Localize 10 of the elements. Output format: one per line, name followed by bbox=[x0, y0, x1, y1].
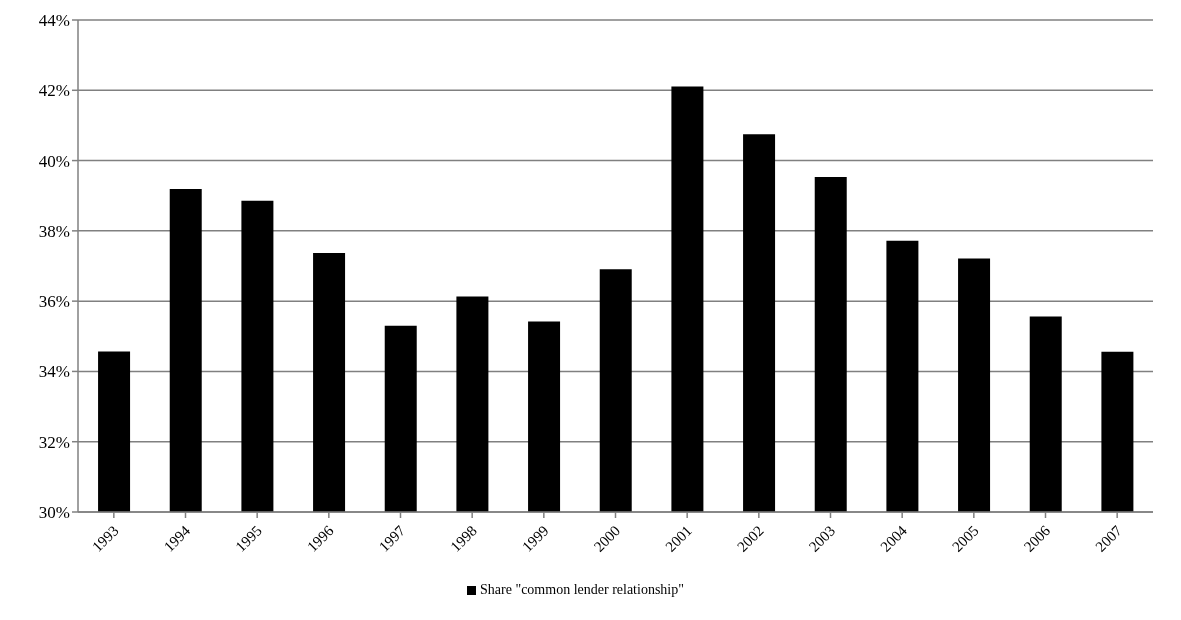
y-tick-label: 36% bbox=[38, 292, 70, 312]
y-tick-label: 34% bbox=[38, 362, 70, 382]
y-tick-label: 32% bbox=[38, 432, 70, 452]
legend-label: Share "common lender relationship" bbox=[480, 582, 684, 597]
y-tick-label: 44% bbox=[38, 11, 70, 31]
y-tick-label: 38% bbox=[38, 221, 70, 241]
y-tick-label: 42% bbox=[38, 81, 70, 101]
y-tick-label: 30% bbox=[38, 503, 70, 523]
x-tick-label: 2001 bbox=[662, 522, 695, 555]
y-tick-label: 40% bbox=[38, 151, 70, 171]
